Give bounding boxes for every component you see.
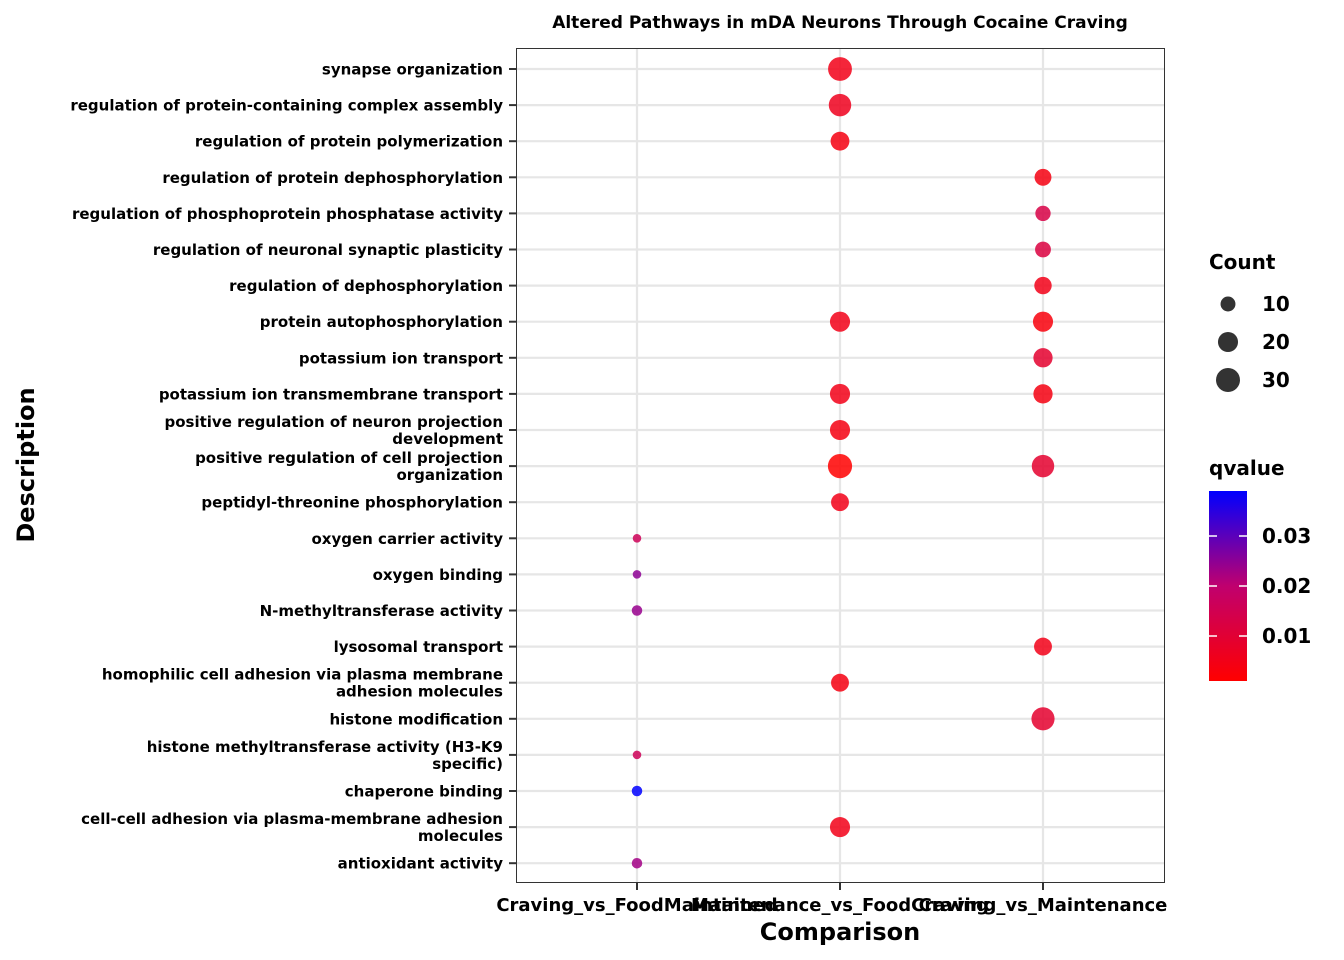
color-legend-label: 0.02 bbox=[1262, 574, 1311, 598]
size-legend-key bbox=[1216, 368, 1240, 392]
data-point bbox=[1032, 311, 1054, 332]
data-point bbox=[831, 493, 849, 512]
y-tick-label: oxygen carrier activity bbox=[311, 530, 503, 548]
y-tick-label: regulation of protein polymerization bbox=[195, 133, 503, 151]
data-point bbox=[1035, 241, 1051, 258]
x-axis: Craving_vs_FoodMaintainedMaintenance_vs_… bbox=[496, 883, 1167, 916]
y-tick-label: regulation of dephosphorylation bbox=[229, 277, 503, 295]
y-tick-label: peptidyl-threonine phosphorylation bbox=[201, 494, 503, 512]
y-tick-label: potassium ion transport bbox=[299, 349, 503, 367]
size-legend-label: 10 bbox=[1262, 292, 1290, 316]
data-point bbox=[830, 131, 850, 151]
size-legend-key bbox=[1220, 296, 1236, 312]
y-tick-label: oxygen binding bbox=[373, 566, 503, 584]
y-tick-label: homophilic cell adhesion via plasma memb… bbox=[102, 666, 503, 701]
data-point bbox=[831, 673, 849, 692]
color-legend-label: 0.01 bbox=[1262, 624, 1311, 648]
data-point bbox=[829, 311, 851, 332]
data-point bbox=[631, 857, 643, 869]
data-point bbox=[632, 750, 642, 760]
data-point bbox=[1035, 205, 1051, 222]
x-tick-label: Craving_vs_Maintenance bbox=[919, 895, 1168, 916]
y-axis: synapse organization regulation of protei… bbox=[70, 61, 516, 873]
y-tick-label: chaperone binding bbox=[345, 783, 503, 801]
y-tick-label: synapse organization bbox=[322, 61, 503, 79]
y-tick-label: positive regulation of cell projection or… bbox=[195, 449, 503, 484]
color-legend-title: qvalue bbox=[1209, 456, 1285, 480]
y-tick-label: positive regulation of neuron projection… bbox=[165, 413, 504, 448]
y-tick-label: antioxidant activity bbox=[338, 855, 504, 873]
data-point bbox=[631, 785, 643, 797]
x-tick-label: Maintenance_vs_FoodCraving bbox=[691, 895, 989, 916]
plot-panel-border bbox=[516, 48, 1165, 883]
y-tick-label: regulation of protein dephosphorylation bbox=[162, 169, 503, 187]
data-point bbox=[1033, 384, 1053, 404]
data-points bbox=[631, 57, 1055, 869]
size-legend-title: Count bbox=[1209, 250, 1276, 274]
y-tick-label: potassium ion transmembrane transport bbox=[159, 385, 503, 403]
data-point bbox=[1033, 348, 1053, 368]
data-point bbox=[828, 57, 852, 81]
data-point bbox=[1031, 454, 1055, 478]
data-point bbox=[829, 419, 851, 441]
y-tick-label: histone methyltransferase activity (H3-K… bbox=[147, 738, 503, 773]
size-legend-key bbox=[1217, 331, 1239, 353]
size-legend: Count 10 20 30 bbox=[1209, 250, 1290, 392]
data-point bbox=[1034, 168, 1052, 186]
data-point bbox=[632, 570, 642, 579]
data-point bbox=[1034, 637, 1052, 656]
y-tick-label: cell-cell adhesion via plasma-membrane a… bbox=[81, 810, 503, 845]
size-legend-label: 30 bbox=[1262, 368, 1290, 392]
x-tick-label: Craving_vs_FoodMaintained bbox=[496, 895, 777, 916]
y-axis-title: Description bbox=[12, 387, 40, 542]
data-point bbox=[828, 93, 852, 117]
x-axis-title: Comparison bbox=[760, 918, 920, 946]
data-point bbox=[827, 453, 853, 479]
size-legend-label: 20 bbox=[1262, 330, 1290, 354]
data-point bbox=[829, 383, 851, 404]
y-tick-label: lysosomal transport bbox=[334, 638, 503, 656]
data-point bbox=[1031, 707, 1055, 731]
y-tick-label: N-methyltransferase activity bbox=[260, 602, 504, 620]
y-tick-label: protein autophosphorylation bbox=[260, 313, 503, 331]
y-tick-label: histone modification bbox=[329, 710, 503, 728]
y-tick-label: regulation of phosphoprotein phosphatase… bbox=[72, 205, 503, 223]
data-point bbox=[632, 534, 642, 543]
chart-title: Altered Pathways in mDA Neurons Through … bbox=[552, 13, 1128, 33]
y-tick-label: regulation of neuronal synaptic plastici… bbox=[153, 241, 503, 259]
color-legend: qvalue 0.03 0.02 0.01 bbox=[1209, 456, 1311, 681]
data-point bbox=[631, 605, 643, 616]
data-point bbox=[829, 817, 851, 838]
color-legend-label: 0.03 bbox=[1262, 524, 1311, 548]
data-point bbox=[1034, 276, 1052, 295]
y-tick-label: regulation of protein-containing complex… bbox=[70, 97, 503, 115]
